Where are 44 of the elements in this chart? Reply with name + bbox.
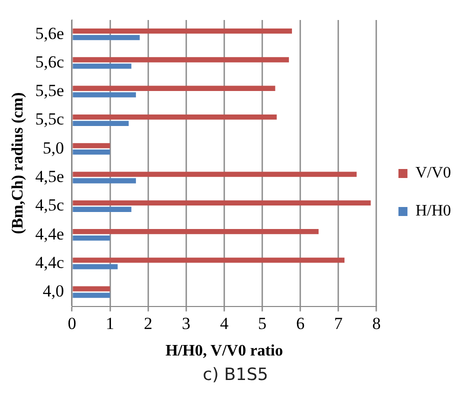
bar <box>72 286 110 292</box>
x-tick-label: 4 <box>220 314 229 334</box>
x-tick-label: 1 <box>106 314 114 334</box>
bar <box>72 229 319 234</box>
y-tick-label: 5,6c <box>35 52 64 72</box>
bar <box>72 114 277 120</box>
bar <box>72 292 110 298</box>
y-axis-title: (Bm,Ch) radius (cm) <box>10 92 27 234</box>
y-tick-label: 4,4c <box>35 252 64 272</box>
bar <box>72 120 129 126</box>
x-tick-label: 3 <box>182 314 190 334</box>
x-tick-label: 8 <box>372 314 381 334</box>
x-axis-title: H/H0, V/V0 ratio <box>165 342 283 360</box>
bar <box>72 150 110 155</box>
bar <box>72 264 118 270</box>
bar <box>72 57 289 62</box>
text: c) B1S5 <box>202 365 270 385</box>
bar <box>72 64 132 69</box>
x-tick-label: 2 <box>144 314 152 334</box>
bar <box>72 28 292 34</box>
y-tick-label: 5,5e <box>35 81 64 100</box>
bar <box>72 86 276 91</box>
bar <box>72 143 110 148</box>
bar <box>72 92 136 98</box>
legend-label: H/H0 <box>415 202 452 220</box>
bar <box>72 258 344 263</box>
x-tick-label: 5 <box>258 314 267 334</box>
y-tick-label: 4,5e <box>35 166 64 186</box>
bar <box>72 172 357 177</box>
legend-label: V/V0 <box>415 164 452 182</box>
bar <box>72 200 371 206</box>
bar <box>72 206 132 212</box>
bar <box>72 235 110 241</box>
y-tick-label: 4,4e <box>35 224 64 244</box>
x-tick-label: 7 <box>334 314 344 334</box>
y-tick-label: 5,5c <box>35 110 64 129</box>
bar <box>72 34 140 40</box>
y-tick-label: 5,0 <box>42 138 64 158</box>
y-tick-label: 5,6e <box>35 24 64 43</box>
y-tick-label: 4,5c <box>35 196 64 215</box>
bar <box>72 178 136 184</box>
y-tick-label: 4,0 <box>42 282 64 301</box>
x-tick-label: 6 <box>296 314 305 334</box>
x-tick-label: 0 <box>68 314 76 334</box>
